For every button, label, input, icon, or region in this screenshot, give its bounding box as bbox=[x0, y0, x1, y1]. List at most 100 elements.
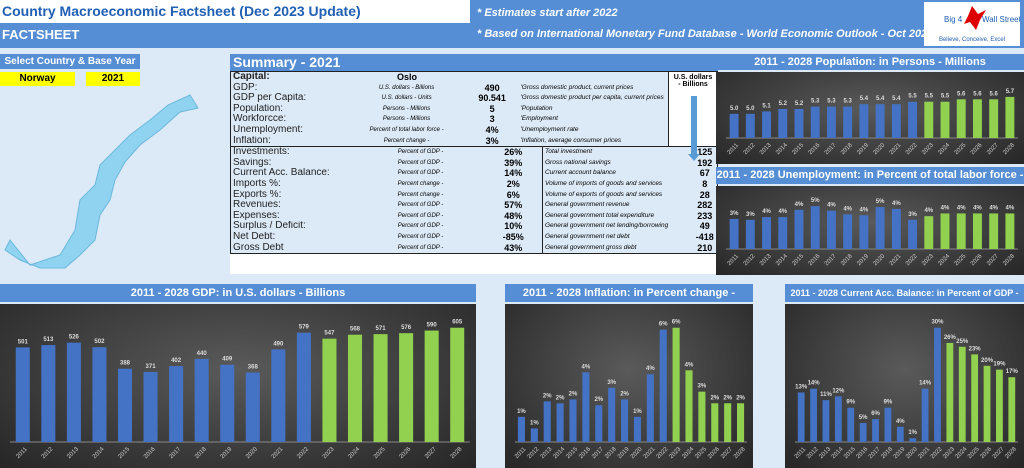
row-unit: Percent change - bbox=[356, 178, 485, 190]
data-label: 6% bbox=[672, 320, 681, 326]
bar-2021 bbox=[921, 388, 929, 442]
row-usd-value: 210 bbox=[692, 242, 718, 254]
x-tick-label: 2018 bbox=[840, 253, 854, 267]
bar-2018 bbox=[843, 214, 853, 249]
data-label: 14% bbox=[919, 381, 932, 387]
data-label: 440 bbox=[197, 351, 208, 357]
data-label: 5.6 bbox=[973, 91, 982, 97]
row-label: Revenues: bbox=[230, 200, 357, 211]
bar-2019 bbox=[220, 364, 235, 442]
page-subtitle: FACTSHEET bbox=[2, 27, 80, 42]
x-tick-label: 2012 bbox=[743, 142, 757, 156]
data-label: 1% bbox=[530, 420, 539, 426]
x-tick-label: 2020 bbox=[245, 446, 259, 460]
row-unit: U.S. dollars - Units bbox=[347, 93, 466, 104]
row-label: Exports %: bbox=[230, 189, 357, 201]
row-label: Investments: bbox=[230, 147, 357, 158]
row-unit: Percent change - bbox=[347, 135, 466, 147]
row-label: Surplus / Deficit: bbox=[230, 221, 357, 232]
row-usd-value: 233 bbox=[692, 210, 718, 222]
data-label: 5.0 bbox=[746, 106, 755, 112]
country-select[interactable]: Norway bbox=[0, 72, 75, 86]
bar-2028 bbox=[1005, 96, 1015, 138]
row-unit: Percent of GDP - bbox=[356, 231, 485, 243]
row-value: 48% bbox=[484, 210, 543, 222]
row-label: Net Debt: bbox=[230, 231, 357, 243]
bar-2014 bbox=[92, 347, 107, 442]
bar-2013 bbox=[543, 401, 551, 442]
row-value: 3% bbox=[465, 135, 519, 147]
x-tick-label: 2022 bbox=[905, 142, 919, 156]
row-label: Population: bbox=[231, 103, 348, 115]
usd-column-header: U.S. dollars - Billions bbox=[668, 72, 717, 161]
bar-2019 bbox=[621, 399, 629, 442]
summary-row: Investments: Percent of GDP -26% Total inv… bbox=[230, 147, 718, 158]
x-tick-label: 2024 bbox=[937, 142, 951, 156]
bar-2015 bbox=[569, 399, 577, 442]
x-tick-label: 2026 bbox=[970, 253, 984, 267]
row-desc: Gross national savings bbox=[542, 157, 693, 169]
x-tick-label: 2014 bbox=[831, 446, 845, 460]
data-label: 2% bbox=[710, 395, 719, 401]
data-label: 4% bbox=[685, 362, 694, 368]
x-tick-label: 2025 bbox=[954, 142, 968, 156]
bar-2017 bbox=[595, 405, 603, 442]
data-label: 4% bbox=[989, 205, 998, 211]
data-label: 5.6 bbox=[957, 91, 966, 97]
summary-row: Population: Persons - Millions 5 'Populatio… bbox=[231, 103, 668, 115]
row-desc: 'Employment bbox=[518, 114, 668, 125]
x-tick-label: 2014 bbox=[92, 446, 106, 460]
eagle-logo-icon: Big 4 Wall Street bbox=[944, 6, 1022, 30]
data-label: 5.4 bbox=[892, 96, 901, 102]
year-select[interactable]: 2021 bbox=[86, 72, 140, 86]
data-label: 4% bbox=[924, 208, 933, 214]
bar-2011 bbox=[729, 218, 739, 249]
row-value: 43% bbox=[484, 242, 543, 254]
data-label: 568 bbox=[350, 327, 361, 333]
x-tick-label: 2020 bbox=[630, 446, 644, 460]
x-tick-label: 2022 bbox=[930, 446, 944, 460]
bar-2023 bbox=[924, 216, 934, 249]
page-title: Country Macroeconomic Factsheet (Dec 202… bbox=[0, 0, 470, 23]
data-label: 490 bbox=[273, 341, 284, 347]
row-value: 57% bbox=[484, 200, 543, 211]
bar-2015 bbox=[117, 368, 133, 442]
x-tick-label: 2013 bbox=[540, 446, 554, 460]
row-usd-value: -418 bbox=[692, 231, 718, 243]
population-chart-title: 2011 - 2028 Population: in Persons - Mil… bbox=[716, 54, 1024, 70]
bar-2022 bbox=[908, 101, 918, 138]
row-unit: Percent change - bbox=[356, 189, 485, 201]
data-label: 3% bbox=[730, 211, 739, 217]
x-tick-label: 2021 bbox=[889, 253, 903, 267]
data-label: 25% bbox=[956, 339, 969, 345]
bar-2014 bbox=[778, 217, 788, 249]
data-label: 4% bbox=[843, 206, 852, 212]
summary-row: Workforcce: Persons - Millions 3 'Employmen… bbox=[231, 114, 668, 125]
norway-map bbox=[4, 94, 199, 269]
bar-2011 bbox=[15, 347, 30, 442]
data-label: 5.4 bbox=[876, 96, 885, 102]
bar-2028 bbox=[1008, 377, 1016, 442]
data-label: 5.5 bbox=[908, 94, 917, 100]
bar-2025 bbox=[956, 213, 966, 249]
data-label: 5.1 bbox=[762, 103, 771, 109]
data-label: 579 bbox=[299, 325, 310, 331]
gdp-chart-title: 2011 - 2028 GDP: in U.S. dollars - Billi… bbox=[0, 284, 476, 302]
x-tick-label: 2012 bbox=[806, 446, 820, 460]
bar-2016 bbox=[859, 422, 867, 442]
bar-2022 bbox=[908, 219, 918, 249]
bar-2015 bbox=[847, 407, 855, 442]
x-tick-label: 2011 bbox=[727, 142, 741, 156]
bar-2027 bbox=[989, 213, 999, 249]
data-label: 526 bbox=[69, 335, 80, 341]
x-tick-label: 2027 bbox=[720, 446, 734, 460]
bar-2026 bbox=[399, 333, 414, 442]
data-label: 1% bbox=[517, 409, 526, 415]
x-tick-label: 2016 bbox=[808, 253, 822, 267]
bar-2012 bbox=[810, 388, 817, 442]
bar-2025 bbox=[373, 334, 388, 442]
row-desc: Total investment bbox=[542, 147, 693, 158]
bar-2020 bbox=[875, 207, 885, 249]
row-label: Gross Debt bbox=[230, 242, 357, 254]
arrow-head bbox=[688, 154, 700, 161]
